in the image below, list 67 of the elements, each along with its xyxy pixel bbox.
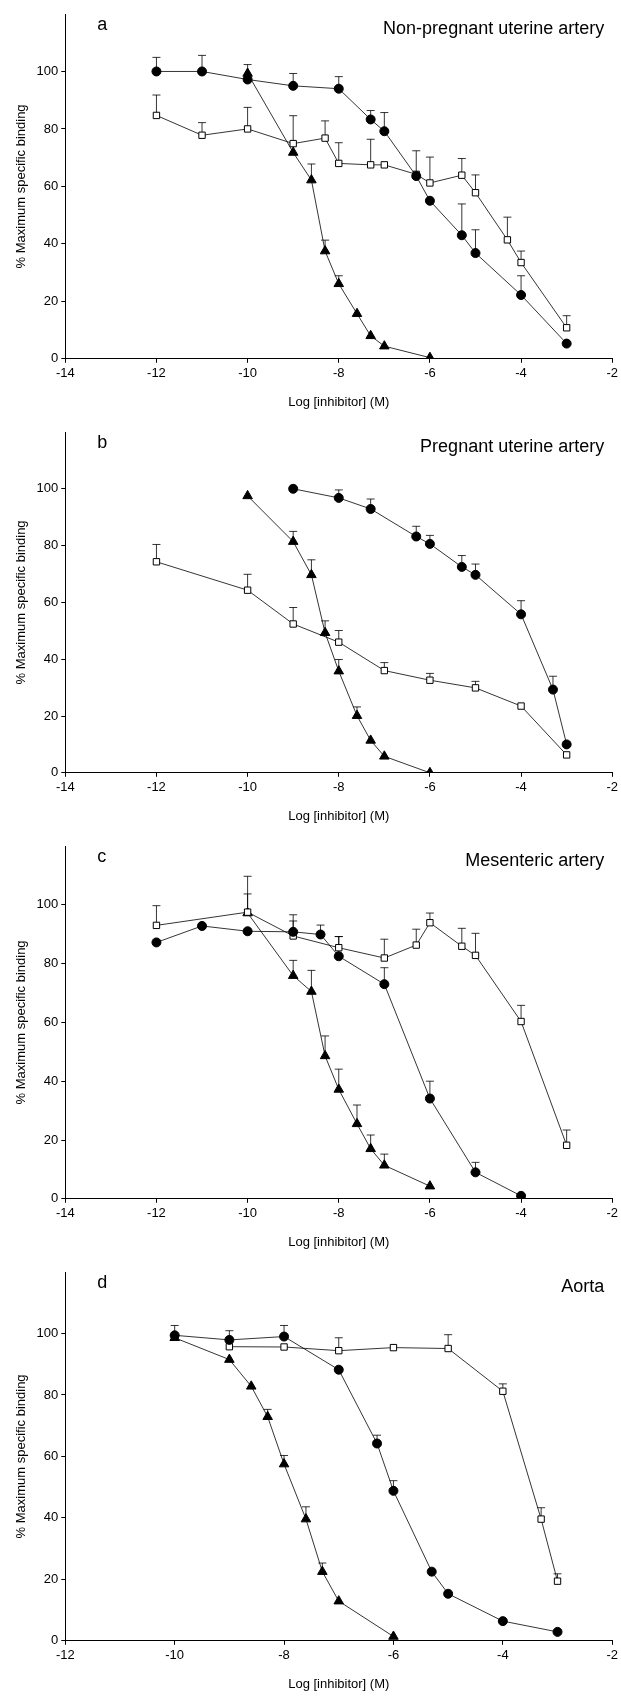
y-tick-label: 40 xyxy=(43,235,59,251)
y-tick-label: 60 xyxy=(43,593,59,609)
x-tick-label: -4 xyxy=(515,779,527,795)
x-tick-label: -14 xyxy=(55,1205,75,1221)
chart-title: Non-pregnant uterine artery xyxy=(383,17,605,38)
y-tick-label: 80 xyxy=(43,537,59,553)
y-tick-label: 40 xyxy=(43,1072,59,1088)
y-tick-label: 20 xyxy=(43,707,59,723)
annotation: b xyxy=(97,431,108,452)
x-tick-label: -8 xyxy=(332,779,345,795)
y-tick-label: 0 xyxy=(51,1632,59,1648)
y-tick-label: 80 xyxy=(43,955,59,971)
y-tick-label: 20 xyxy=(43,1570,59,1586)
x-axis-title: Log [inhibitor] (M) xyxy=(288,807,390,823)
y-tick-label: 100 xyxy=(36,63,59,79)
y-tick-label: 100 xyxy=(36,1325,59,1341)
y-axis-title: % Maximum specific binding xyxy=(13,1374,29,1539)
y-tick-label: 60 xyxy=(43,1013,59,1029)
chart-title: Mesenteric artery xyxy=(465,849,605,870)
x-axis-title: Log [inhibitor] (M) xyxy=(288,1233,390,1249)
x-tick-label: -14 xyxy=(55,779,75,795)
x-tick-label: -4 xyxy=(497,1647,509,1663)
y-tick-label: 60 xyxy=(43,1447,59,1463)
x-tick-label: -6 xyxy=(424,1205,436,1221)
annotation: c xyxy=(97,845,107,866)
y-tick-label: 100 xyxy=(36,480,59,496)
y-tick-label: 0 xyxy=(51,1190,59,1206)
chart-title: Aorta xyxy=(561,1275,606,1296)
x-tick-label: -2 xyxy=(606,1647,618,1663)
x-tick-label: -6 xyxy=(424,779,436,795)
y-tick-label: 40 xyxy=(43,650,59,666)
x-tick-label: -10 xyxy=(238,779,257,795)
x-tick-label: -2 xyxy=(606,365,618,381)
y-tick-label: 100 xyxy=(36,896,59,912)
x-tick-label: -8 xyxy=(332,365,345,381)
x-tick-label: -10 xyxy=(165,1647,185,1663)
x-axis-title: Log [inhibitor] (M) xyxy=(288,393,390,409)
y-tick-label: 20 xyxy=(43,292,59,308)
x-tick-label: -2 xyxy=(606,1205,618,1221)
annotation: a xyxy=(97,13,109,34)
x-tick-label: -8 xyxy=(278,1647,290,1663)
x-tick-label: -6 xyxy=(387,1647,400,1663)
y-tick-label: 0 xyxy=(51,350,59,366)
x-tick-label: -8 xyxy=(332,1205,345,1221)
y-axis-title: % Maximum specific binding xyxy=(13,520,29,685)
y-tick-label: 80 xyxy=(43,1386,59,1402)
x-tick-label: -4 xyxy=(515,365,527,381)
x-tick-label: -12 xyxy=(147,365,166,381)
x-tick-label: -6 xyxy=(424,365,436,381)
x-tick-label: -12 xyxy=(147,779,166,795)
y-tick-label: 20 xyxy=(43,1131,59,1147)
x-tick-label: -2 xyxy=(606,779,618,795)
y-axis-title: % Maximum specific binding xyxy=(13,104,29,269)
y-axis-title: % Maximum specific binding xyxy=(13,940,29,1105)
x-tick-label: -4 xyxy=(515,1205,527,1221)
y-tick-label: 80 xyxy=(43,120,59,136)
y-tick-label: 40 xyxy=(43,1509,59,1525)
y-tick-label: 0 xyxy=(51,764,59,780)
x-tick-label: -12 xyxy=(55,1647,75,1663)
x-tick-label: -10 xyxy=(238,1205,257,1221)
y-tick-label: 60 xyxy=(43,177,59,193)
annotation: d xyxy=(97,1271,108,1292)
x-tick-label: -10 xyxy=(238,365,257,381)
x-tick-label: -12 xyxy=(147,1205,166,1221)
x-tick-label: -14 xyxy=(55,365,75,381)
chart-title: Pregnant uterine artery xyxy=(420,435,605,456)
x-axis-title: Log [inhibitor] (M) xyxy=(288,1675,390,1691)
